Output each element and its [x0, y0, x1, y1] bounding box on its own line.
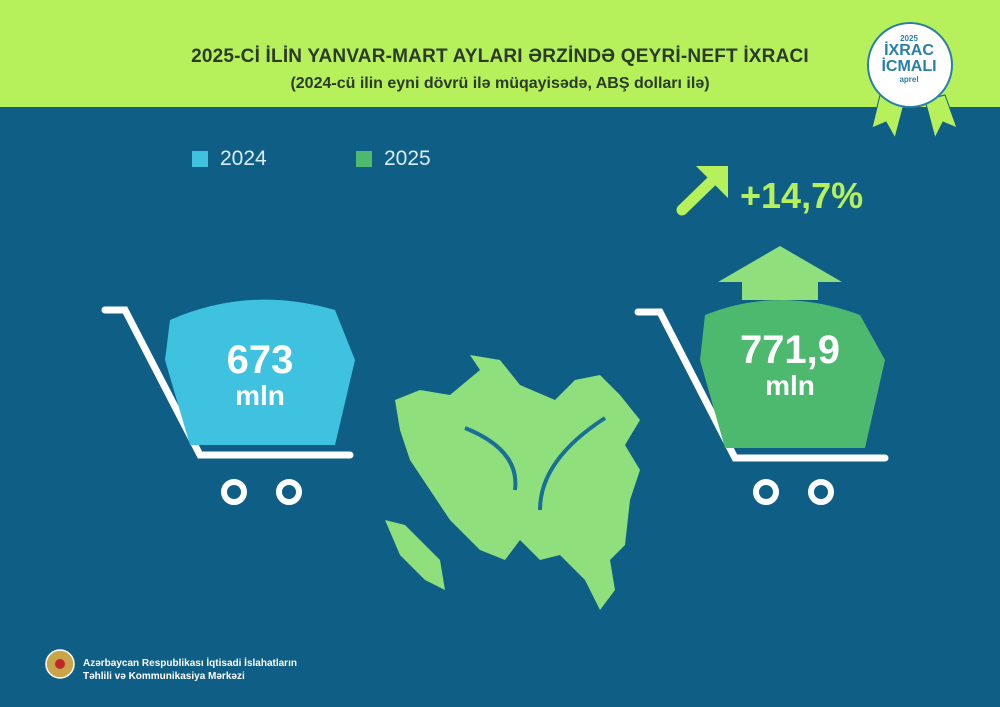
bar-2024	[165, 299, 355, 445]
badge-month: aprel	[899, 75, 919, 84]
page-title: 2025-Cİ İLİN YANVAR-MART AYLARI ƏRZİNDƏ …	[191, 46, 809, 67]
up-arrow-icon	[718, 246, 842, 300]
header-band	[0, 0, 1000, 107]
legend-label: 2025	[384, 147, 431, 170]
badge-line1: İXRAC	[884, 42, 934, 59]
badge-line2: İCMALI	[881, 58, 937, 75]
growth-arrowhead-icon	[696, 166, 728, 198]
legend-item-2024: 2024	[192, 147, 267, 171]
azerbaijan-map	[385, 355, 640, 610]
badge-ribbon-right	[924, 94, 958, 140]
value-2025: 771,9	[739, 328, 841, 372]
legend-label: 2024	[220, 147, 267, 170]
cart-2025-icon	[634, 308, 889, 462]
footer-organization: Azərbaycan Respublikası İqtisadi İslahat…	[83, 657, 297, 683]
value-2024: 673	[226, 338, 294, 382]
map-arrow-icon	[538, 416, 607, 511]
cart-wheel-icon	[753, 479, 779, 505]
cart-2024-icon	[101, 306, 354, 459]
unit-2025: mln	[765, 370, 815, 401]
legend-swatch-2024	[192, 151, 208, 167]
cart-wheel-icon	[808, 479, 834, 505]
legend-item-2025: 2025	[356, 147, 431, 171]
badge-year: 2025	[900, 34, 918, 43]
badge-circle	[867, 22, 953, 108]
cart-wheel-icon	[276, 479, 302, 505]
bar-2025	[700, 300, 885, 448]
legend-swatch-2025	[356, 151, 372, 167]
page-subtitle: (2024-cü ilin eyni dövrü ilə müqayisədə,…	[290, 75, 710, 92]
badge: 2025 İXRAC İCMALI aprel	[866, 22, 952, 84]
change-percent: +14,7%	[740, 175, 864, 216]
unit-2024: mln	[235, 380, 285, 411]
footer-line2: Təhlili və Kommunikasiya Mərkəzi	[83, 671, 245, 682]
map-arrow-icon	[464, 426, 518, 491]
footer-line1: Azərbaycan Respublikası İqtisadi İslahat…	[83, 658, 297, 669]
emblem-flame	[55, 659, 65, 669]
cart-wheel-icon	[221, 479, 247, 505]
